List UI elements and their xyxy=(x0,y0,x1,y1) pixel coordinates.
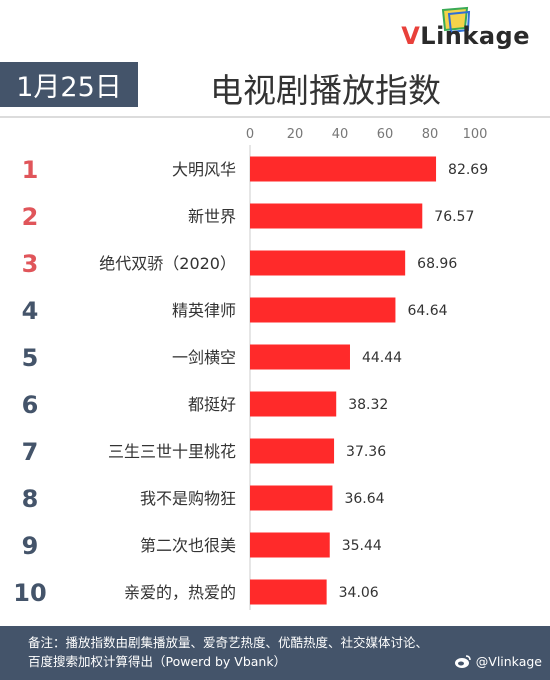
category-label: 一剑横空 xyxy=(172,348,236,367)
x-tick-label: 0 xyxy=(246,127,254,142)
bar xyxy=(250,579,327,605)
rank-label: 1 xyxy=(22,156,39,184)
bar xyxy=(250,532,330,558)
category-label: 三生三世十里桃花 xyxy=(108,442,236,461)
value-label: 44.44 xyxy=(362,350,402,366)
rank-label: 7 xyxy=(22,438,39,466)
value-label: 38.32 xyxy=(348,397,388,413)
footer-line-2: 百度搜索加权计算得出（Powerd by Vbank） xyxy=(28,654,287,669)
vlinkage-logo-icon xyxy=(441,6,471,34)
header-divider xyxy=(0,116,550,118)
category-label: 第二次也很美 xyxy=(140,536,236,555)
value-label: 37.36 xyxy=(346,444,386,460)
value-label: 35.44 xyxy=(342,538,382,554)
category-label: 亲爱的，热爱的 xyxy=(124,583,236,602)
rank-label: 5 xyxy=(22,344,39,372)
value-label: 36.64 xyxy=(344,491,384,507)
date-label: 1月25日 xyxy=(16,72,122,103)
x-tick-label: 20 xyxy=(287,127,304,142)
x-tick-label: 40 xyxy=(332,127,349,142)
date-badge: 1月25日 xyxy=(0,62,138,107)
category-label: 我不是购物狂 xyxy=(140,489,236,508)
bar xyxy=(250,485,333,511)
category-label: 精英律师 xyxy=(172,301,236,320)
footer-line-1: 备注：播放指数由剧集播放量、爱奇艺热度、优酷热度、社交媒体讨论、 xyxy=(28,635,429,650)
bar xyxy=(250,438,335,464)
bar xyxy=(250,250,406,276)
footer-note: 备注：播放指数由剧集播放量、爱奇艺热度、优酷热度、社交媒体讨论、 百度搜索加权计… xyxy=(0,626,550,680)
bar xyxy=(250,156,437,182)
category-label: 都挺好 xyxy=(188,395,236,414)
weibo-icon xyxy=(454,654,471,668)
bar xyxy=(250,203,423,229)
rank-label: 2 xyxy=(22,203,39,231)
rank-label: 10 xyxy=(13,579,46,607)
value-label: 82.69 xyxy=(448,162,488,178)
value-label: 76.57 xyxy=(434,209,474,225)
bar xyxy=(250,391,337,417)
rank-label: 9 xyxy=(22,532,39,560)
credit-text: @Vlinkage xyxy=(475,654,542,669)
rank-label: 4 xyxy=(22,297,39,325)
rank-label: 3 xyxy=(22,250,39,278)
brand-name: Linkage xyxy=(420,22,530,50)
chart-title: 电视剧播放指数 xyxy=(210,71,441,110)
value-label: 68.96 xyxy=(417,256,457,272)
category-label: 大明风华 xyxy=(172,160,236,179)
x-tick-label: 60 xyxy=(377,127,394,142)
brand-v: V xyxy=(401,22,421,50)
category-label: 绝代双骄（2020） xyxy=(99,254,236,273)
value-label: 64.64 xyxy=(407,303,447,319)
category-label: 新世界 xyxy=(188,207,236,226)
bar-chart: 0 20 40 60 80 100 1 大明风华 82.69 2 新世界 76.57 3 绝代双骄（202… xyxy=(13,127,488,610)
rank-label: 6 xyxy=(22,391,39,419)
bar xyxy=(250,344,350,370)
value-label: 34.06 xyxy=(339,585,379,601)
rank-label: 8 xyxy=(22,485,39,513)
x-tick-label: 80 xyxy=(422,127,439,142)
weibo-credit: @Vlinkage xyxy=(454,654,542,669)
x-tick-label: 100 xyxy=(463,127,488,142)
brand-logo: VLinkage xyxy=(401,22,530,50)
bar xyxy=(250,297,396,323)
